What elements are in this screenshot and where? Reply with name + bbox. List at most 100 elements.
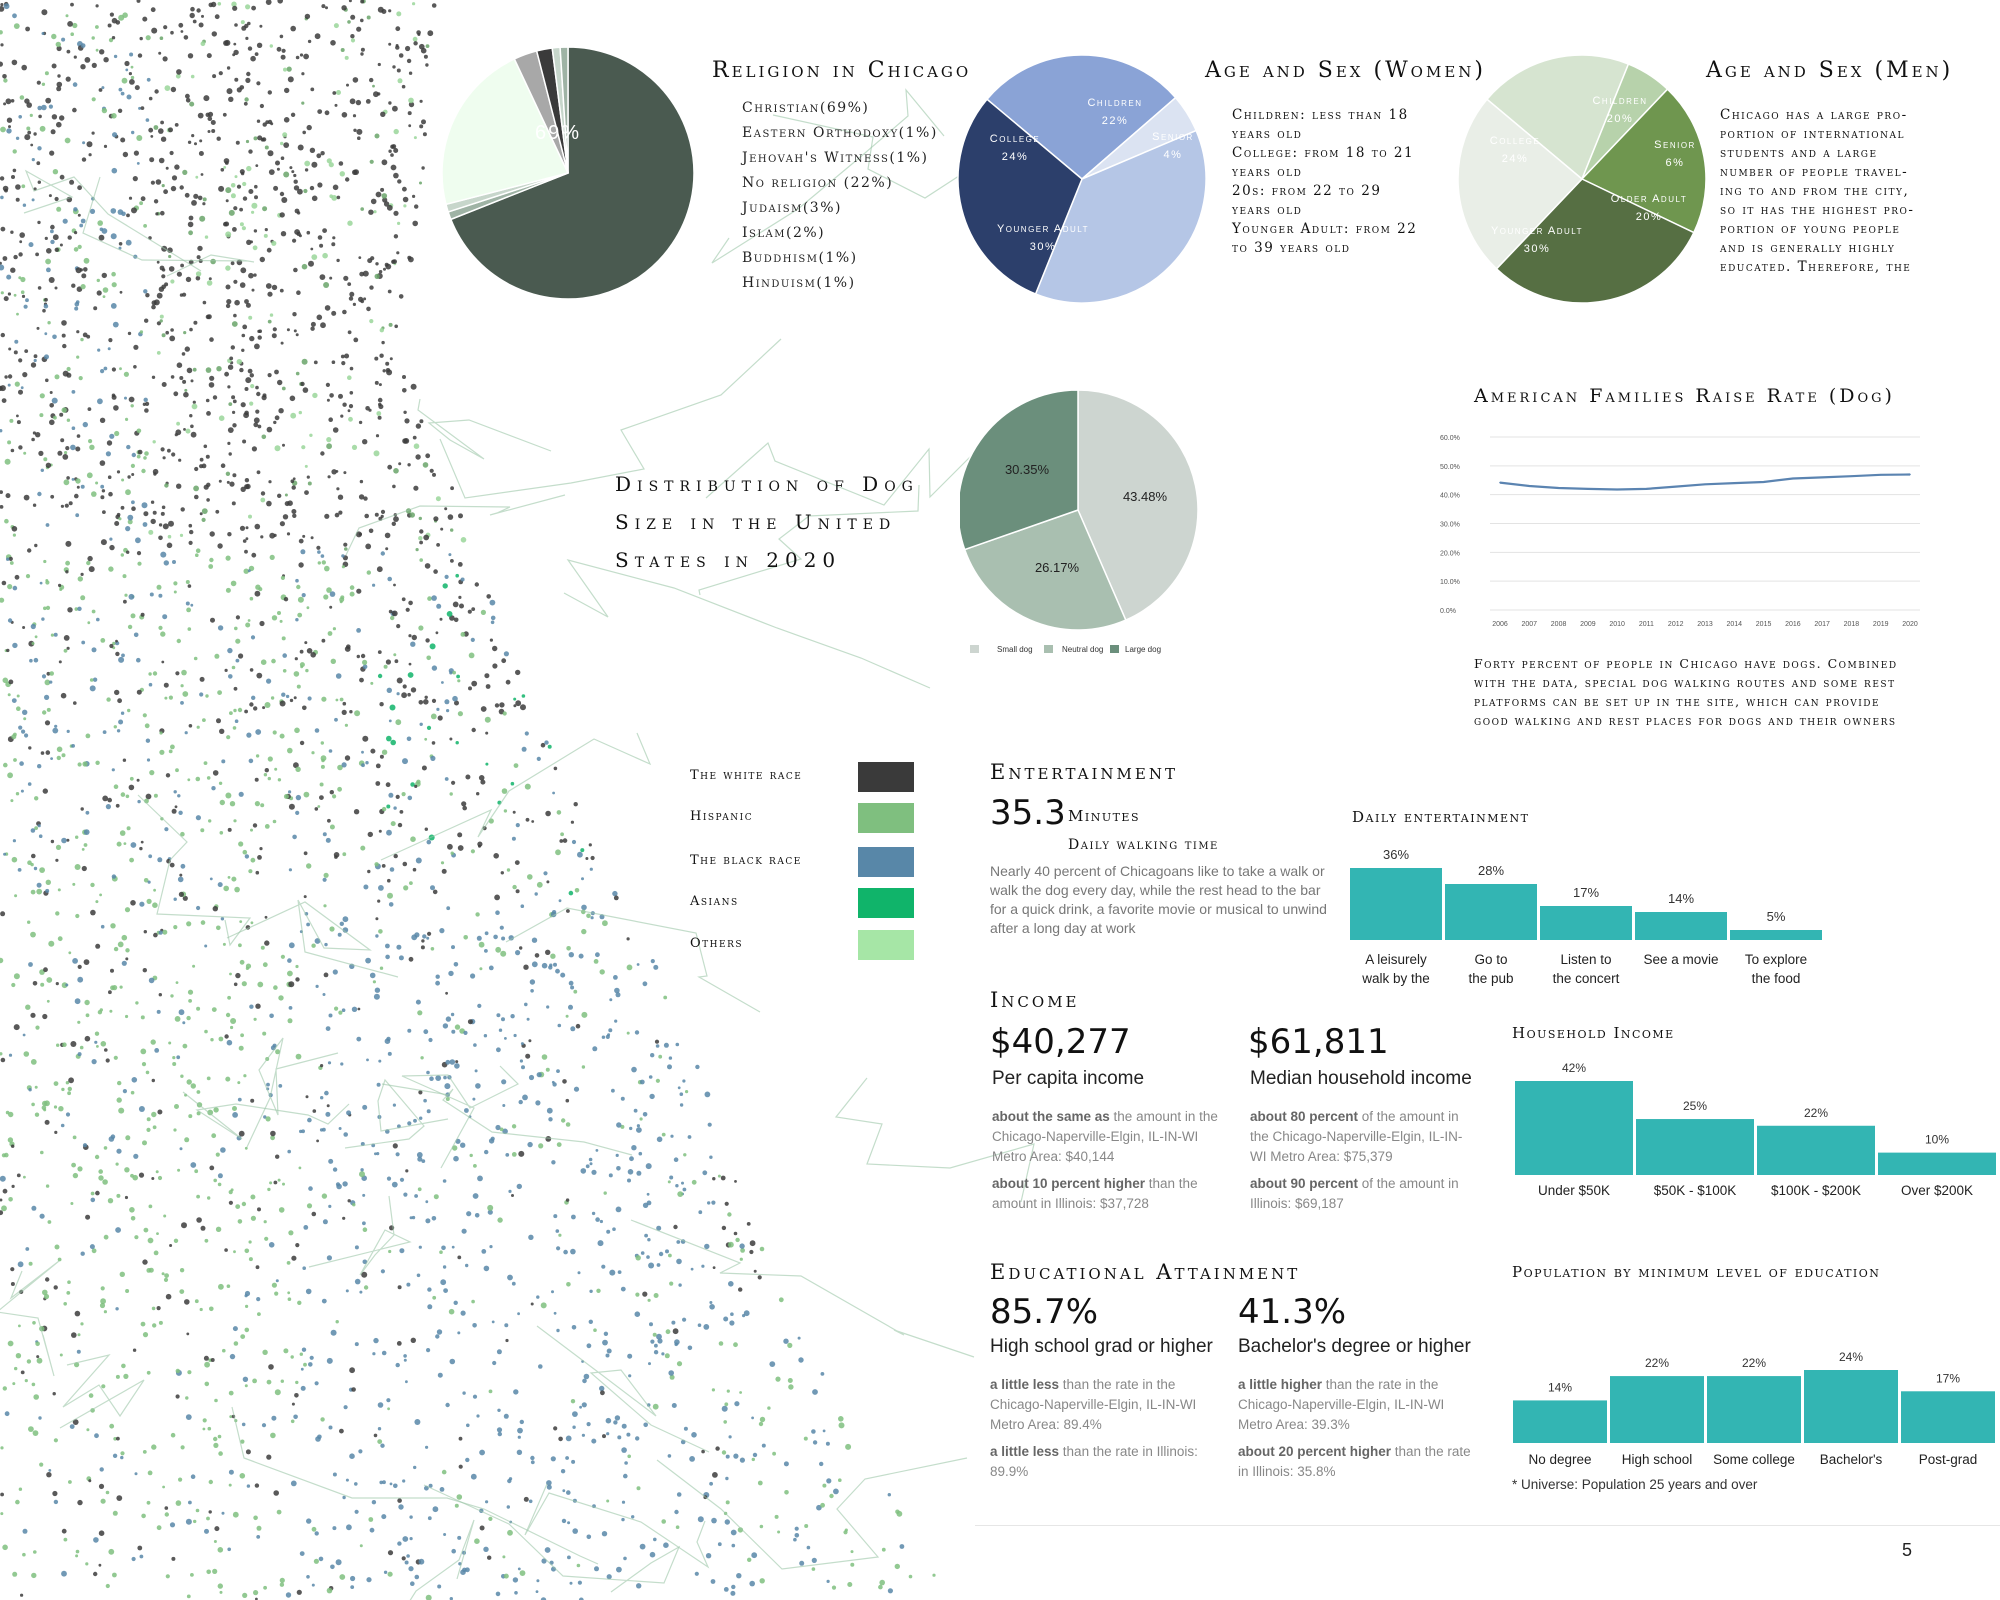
map-dot bbox=[94, 1154, 100, 1160]
map-dot bbox=[362, 1221, 366, 1226]
map-dot bbox=[392, 65, 396, 69]
map-dot bbox=[269, 554, 275, 561]
map-dot bbox=[18, 1487, 23, 1491]
map-dot bbox=[574, 888, 580, 893]
map-dot bbox=[356, 654, 360, 659]
map-dot bbox=[49, 671, 54, 676]
map-dot bbox=[236, 87, 242, 93]
map-dot bbox=[330, 658, 336, 664]
map-dot bbox=[307, 1117, 312, 1123]
map-dot bbox=[34, 796, 39, 801]
map-dot bbox=[623, 1473, 628, 1479]
pie-slice bbox=[985, 54, 1177, 180]
map-dot bbox=[603, 1331, 609, 1337]
map-dot bbox=[170, 328, 174, 332]
map-dot bbox=[227, 647, 233, 654]
map-dot bbox=[248, 1240, 252, 1244]
map-road bbox=[381, 1083, 633, 1156]
map-dot bbox=[233, 279, 238, 284]
map-dot bbox=[46, 707, 51, 712]
map-dot bbox=[583, 1373, 590, 1380]
map-dot bbox=[301, 445, 306, 450]
map-dot bbox=[421, 939, 425, 943]
map-dot bbox=[156, 584, 162, 590]
map-dot bbox=[419, 540, 423, 545]
map-dot bbox=[3, 762, 8, 768]
map-dot bbox=[270, 1130, 276, 1137]
map-dot bbox=[393, 806, 397, 810]
map-dot bbox=[95, 760, 100, 765]
map-dot bbox=[173, 581, 178, 586]
map-dot bbox=[54, 374, 60, 380]
map-dot bbox=[530, 989, 534, 993]
map-dot bbox=[0, 1198, 3, 1202]
map-dot bbox=[264, 940, 270, 946]
map-dot bbox=[28, 746, 32, 750]
map-dot bbox=[72, 82, 78, 87]
map-dot bbox=[24, 1379, 28, 1383]
map-dot bbox=[229, 1353, 236, 1360]
map-dot bbox=[179, 1289, 185, 1294]
map-dot bbox=[86, 141, 93, 148]
map-dot bbox=[61, 320, 67, 326]
map-dot bbox=[691, 1432, 697, 1438]
map-dot bbox=[120, 91, 125, 96]
map-dot bbox=[731, 1584, 736, 1590]
map-dot bbox=[275, 160, 280, 166]
x-tick-label: 2016 bbox=[1785, 621, 1801, 628]
map-dot bbox=[571, 1214, 576, 1220]
map-dot bbox=[23, 451, 27, 455]
men-slice-label: College bbox=[1490, 135, 1540, 147]
map-dot bbox=[443, 1288, 448, 1293]
map-dot bbox=[235, 972, 241, 979]
map-dot bbox=[197, 112, 204, 119]
race-label: Asians bbox=[690, 894, 739, 909]
map-dot bbox=[72, 1135, 77, 1140]
map-dot bbox=[469, 1153, 473, 1158]
map-dot bbox=[373, 993, 380, 1000]
map-dot bbox=[281, 386, 286, 391]
map-dot bbox=[74, 493, 79, 499]
map-dot bbox=[345, 177, 350, 182]
map-dot bbox=[567, 1555, 571, 1560]
map-dot bbox=[500, 950, 507, 957]
map-dot bbox=[347, 20, 351, 24]
map-dot bbox=[591, 1211, 596, 1216]
map-dot bbox=[249, 596, 254, 601]
map-dot bbox=[94, 1040, 98, 1044]
map-dot bbox=[241, 1201, 247, 1207]
map-dot bbox=[164, 827, 169, 832]
map-dot bbox=[348, 416, 353, 422]
map-dot bbox=[186, 367, 193, 374]
map-dot bbox=[526, 1017, 530, 1021]
map-dot bbox=[287, 1149, 292, 1154]
map-dot bbox=[479, 1449, 485, 1456]
map-dot bbox=[50, 494, 55, 499]
map-dot bbox=[845, 1443, 852, 1450]
map-dot bbox=[605, 1353, 610, 1358]
map-dot bbox=[422, 132, 427, 137]
map-dot bbox=[403, 1354, 407, 1358]
x-tick-label: 2010 bbox=[1609, 621, 1625, 628]
map-dot bbox=[124, 1167, 130, 1173]
religion-item: No religion (22%) bbox=[742, 175, 894, 191]
map-dot bbox=[237, 1097, 242, 1102]
bar-value-label: 22% bbox=[1742, 1356, 1766, 1370]
map-dot bbox=[373, 1337, 379, 1344]
map-dot bbox=[175, 73, 181, 79]
map-dot bbox=[145, 35, 151, 41]
map-dot bbox=[30, 143, 34, 147]
map-dot bbox=[118, 87, 123, 92]
map-dot bbox=[248, 869, 253, 874]
map-dot bbox=[260, 535, 264, 539]
map-dot bbox=[213, 1178, 217, 1183]
map-dot bbox=[484, 1149, 489, 1155]
map-dot bbox=[81, 273, 87, 279]
map-dot bbox=[190, 603, 194, 607]
map-dot bbox=[887, 1588, 894, 1594]
map-dot bbox=[117, 108, 123, 114]
map-dot bbox=[189, 101, 195, 107]
map-dot bbox=[230, 345, 235, 350]
map-dot bbox=[107, 797, 112, 803]
map-dot bbox=[411, 934, 418, 941]
